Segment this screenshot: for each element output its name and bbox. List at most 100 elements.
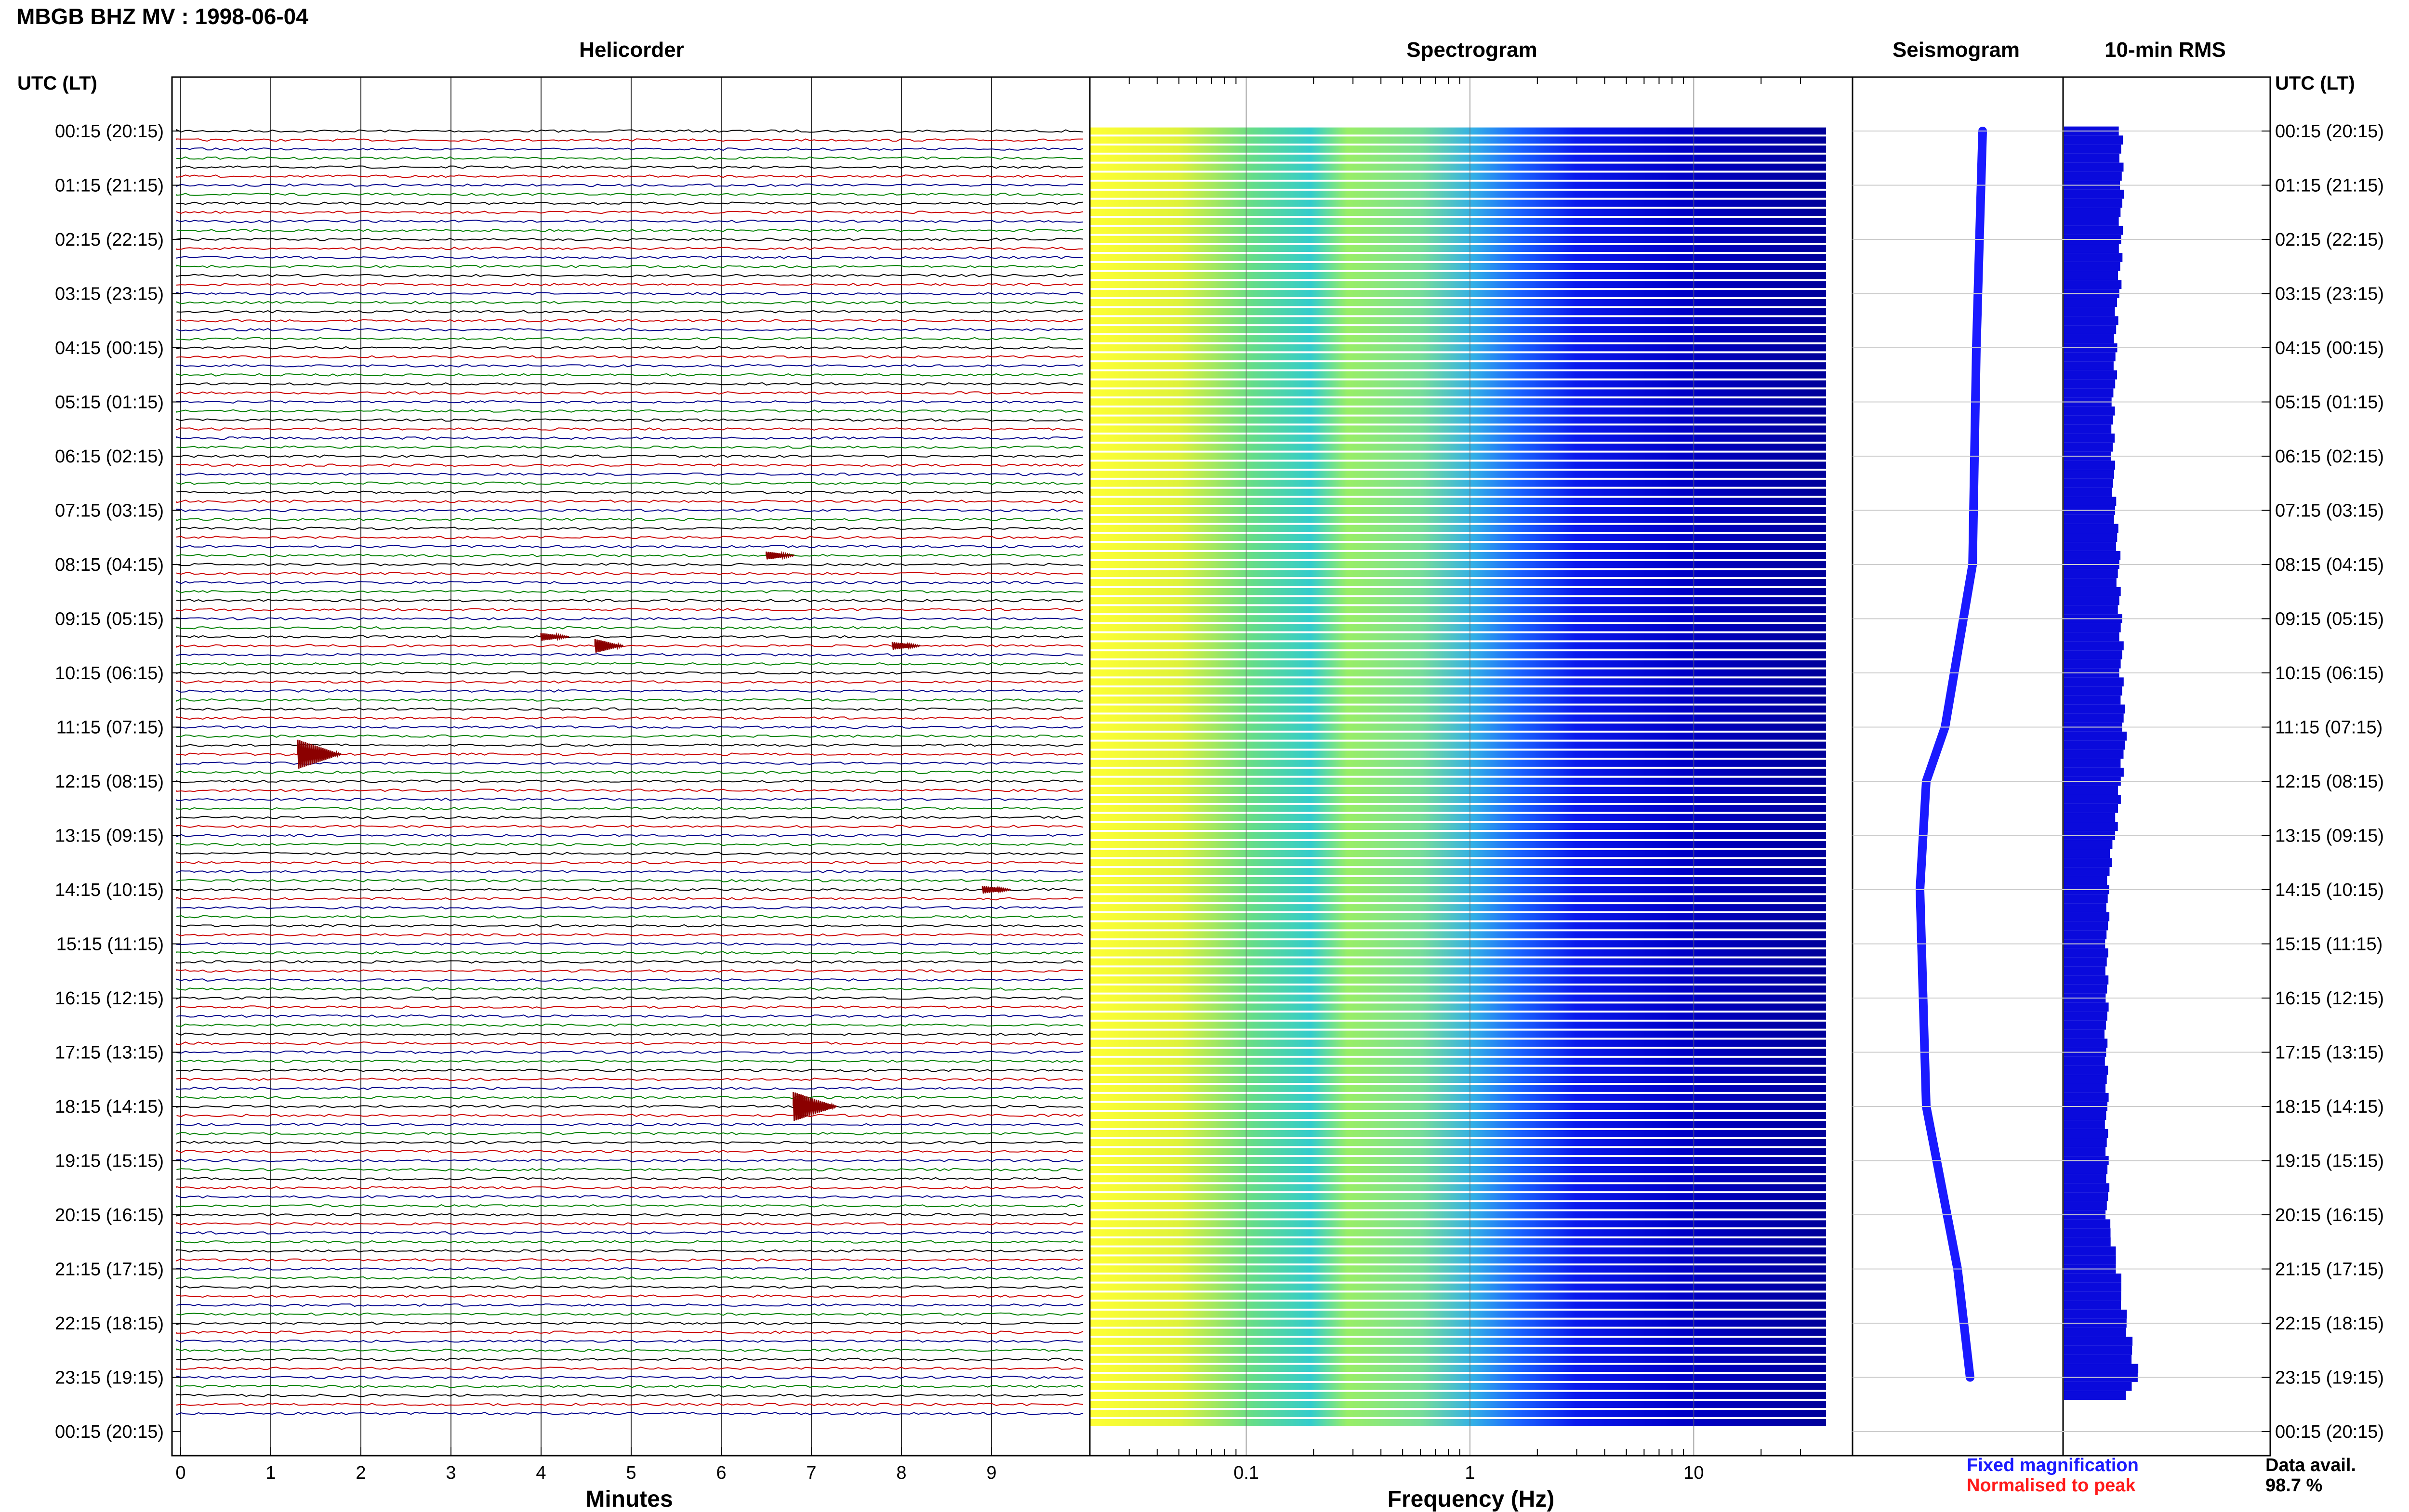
rms-bar <box>2064 434 2115 443</box>
helicorder-trace <box>176 1403 1084 1407</box>
rms-bar <box>2064 686 2122 696</box>
time-label-right: 10:15 (06:15) <box>2275 663 2384 684</box>
time-label-right: 22:15 (18:15) <box>2275 1314 2384 1334</box>
spectrogram-row <box>1090 226 1826 234</box>
helicorder-trace <box>176 590 1084 593</box>
helicorder-trace <box>176 689 1084 693</box>
spectrogram-row <box>1090 841 1826 848</box>
helicorder-trace <box>176 572 1084 576</box>
spectrogram-row <box>1090 922 1826 930</box>
rms-bar <box>2064 1138 2107 1147</box>
spectrogram-row <box>1090 488 1826 496</box>
time-label-right: 17:15 (13:15) <box>2275 1043 2384 1063</box>
helicorder-trace <box>176 409 1084 413</box>
helicorder-trace <box>176 915 1084 919</box>
helicorder-trace <box>176 1258 1084 1262</box>
rms-bar <box>2064 1056 2105 1066</box>
spectrogram-row <box>1090 895 1826 903</box>
seismogram-trace <box>1916 127 1987 1382</box>
rms-bar <box>2064 1337 2133 1346</box>
time-header-right: UTC (LT) <box>2275 73 2355 94</box>
helicorder-trace <box>176 563 1084 566</box>
rms-bar <box>2064 704 2125 714</box>
rms-bar <box>2064 189 2124 199</box>
rms-bar <box>2064 198 2122 208</box>
rms-bar <box>2064 1192 2108 1201</box>
helicorder-trace <box>176 580 1084 585</box>
helicorder-trace <box>176 129 1084 133</box>
helicorder-trace <box>176 310 1084 314</box>
helicorder-trace <box>176 1276 1084 1280</box>
rms-bar <box>2064 957 2107 967</box>
spectrogram-row <box>1090 1238 1826 1246</box>
time-label-left: 20:15 (16:15) <box>55 1205 164 1225</box>
time-label-left: 00:15 (20:15) <box>55 121 164 142</box>
helicorder-trace <box>176 1195 1084 1199</box>
helicorder-trace <box>176 1059 1084 1063</box>
spectrogram-row <box>1090 1166 1826 1173</box>
time-label-left: 15:15 (11:15) <box>56 934 164 955</box>
spectrogram-row <box>1090 498 1826 505</box>
spectrogram-row <box>1090 1121 1826 1128</box>
time-label-left: 04:15 (00:15) <box>55 338 164 358</box>
spectrogram-row <box>1090 768 1826 776</box>
helicorder-trace <box>176 147 1084 151</box>
helicorder-trace <box>176 671 1084 675</box>
spectrogram-row <box>1090 1157 1826 1164</box>
helicorder-trace <box>176 536 1084 539</box>
rms-bar <box>2064 334 2114 343</box>
helicorder-trace <box>176 1014 1083 1018</box>
rms-bar <box>2064 171 2122 181</box>
helicorder-trace <box>176 1204 1084 1208</box>
helicorder-trace <box>176 454 1084 458</box>
rms-bar <box>2064 930 2107 940</box>
spectrogram-row <box>1090 669 1826 677</box>
rms-bar <box>2064 253 2123 262</box>
rms-bar <box>2064 244 2119 253</box>
spectrogram-row <box>1090 443 1826 451</box>
time-labels-left: 00:15 (20:15) 01:15 (21:15) 02:15 (22:15) 0… <box>55 121 164 1442</box>
helicorder-trace <box>176 1023 1084 1027</box>
spectrogram-row <box>1090 1130 1826 1137</box>
rms-bar <box>2064 1381 2132 1391</box>
rms-bar <box>2064 731 2127 741</box>
helicorder-trace <box>176 1348 1084 1352</box>
helicorder-trace <box>176 490 1084 494</box>
spectrogram-row <box>1090 651 1826 658</box>
helicorder-trace <box>176 761 1084 765</box>
time-label-left: 02:15 (22:15) <box>55 230 164 250</box>
time-label-right: 21:15 (17:15) <box>2275 1260 2384 1280</box>
spectrogram-row <box>1090 344 1826 352</box>
rms-bar <box>2064 921 2108 931</box>
rms-bar <box>2064 984 2107 994</box>
helicorder-trace <box>176 445 1084 449</box>
helicorder-trace <box>176 1177 1084 1181</box>
helicorder-trace <box>176 608 1084 612</box>
x-tick-label: 4 <box>536 1463 546 1483</box>
spectrogram-row <box>1090 1184 1826 1192</box>
helicorder-trace <box>176 291 1084 296</box>
spectrogram-row <box>1090 832 1826 839</box>
helicorder-trace <box>176 219 1084 224</box>
spectrogram-row <box>1090 949 1826 957</box>
seismogram-panel <box>1916 127 1987 1382</box>
helicorder-trace <box>176 319 1084 323</box>
helicorder-event <box>891 641 921 651</box>
helicorder-event <box>981 885 1011 894</box>
spectrogram-row <box>1090 163 1826 171</box>
spectrogram-row <box>1090 588 1826 595</box>
helicorder-trace <box>176 599 1084 603</box>
helicorder-event <box>766 551 795 560</box>
rms-bar <box>2064 1391 2126 1400</box>
time-label-left: 08:15 (04:15) <box>55 555 164 575</box>
spectrogram-row <box>1090 579 1826 586</box>
spectrogram-row <box>1090 850 1826 857</box>
spectrogram-row <box>1090 967 1826 975</box>
rms-bar <box>2064 145 2121 154</box>
helicorder-event <box>594 639 624 653</box>
rms-bar <box>2064 894 2108 904</box>
helicorder-trace <box>176 933 1084 937</box>
helicorder-trace <box>176 1131 1084 1135</box>
spectrogram-row <box>1090 362 1826 369</box>
spectrogram-row <box>1090 1012 1826 1020</box>
